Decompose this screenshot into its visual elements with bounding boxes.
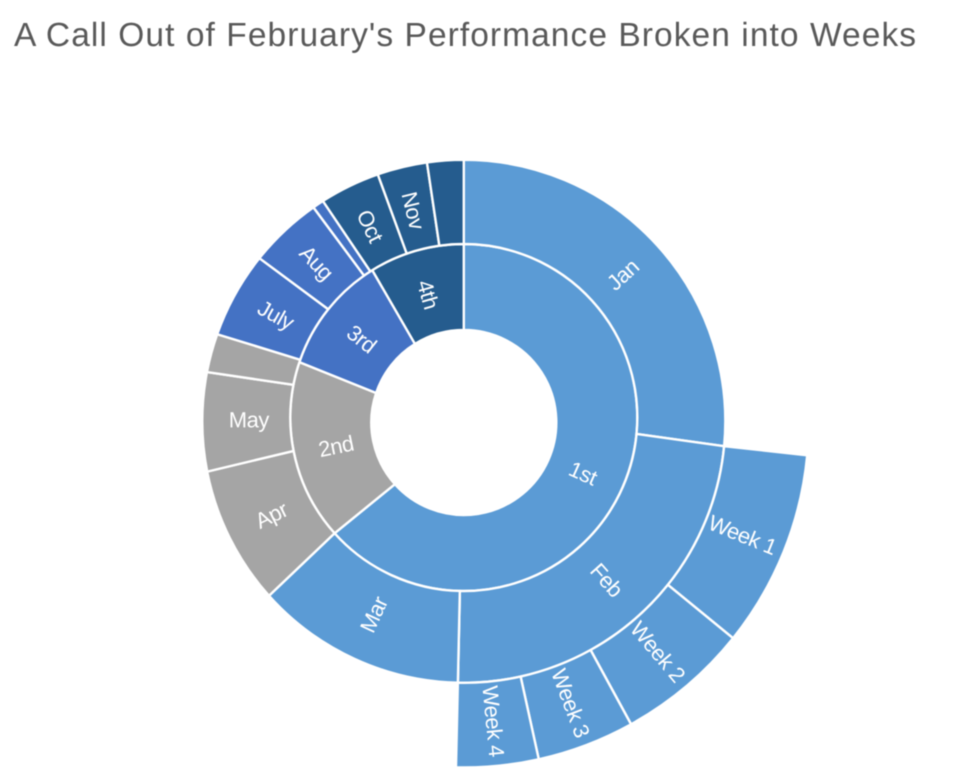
svg-text:A Call Out of February's Perfo: A Call Out of February's Performance Bro… <box>14 17 916 54</box>
svg-text:May: May <box>229 407 270 432</box>
